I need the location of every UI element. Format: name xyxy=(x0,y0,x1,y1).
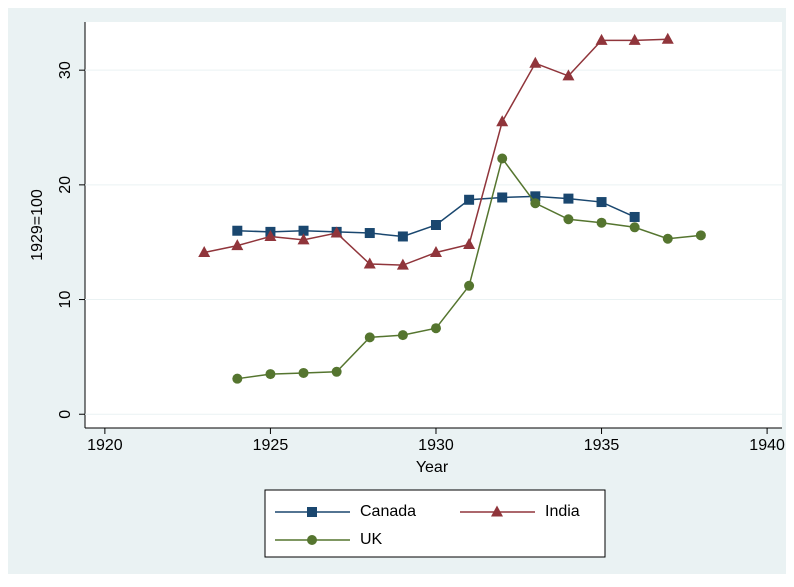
data-point xyxy=(497,192,508,203)
y-tick-label: 30 xyxy=(57,61,74,79)
legend-label: Canada xyxy=(360,503,416,520)
data-point xyxy=(530,198,541,209)
legend-label: UK xyxy=(360,531,383,548)
data-point xyxy=(464,280,475,291)
y-tick-label: 20 xyxy=(57,176,74,194)
y-axis-title: 1929=100 xyxy=(29,189,46,261)
data-point xyxy=(464,194,475,205)
data-point xyxy=(662,233,673,244)
data-point xyxy=(596,197,607,208)
data-point xyxy=(364,228,375,239)
data-point xyxy=(629,222,640,233)
data-point xyxy=(232,225,243,236)
data-point xyxy=(364,332,375,343)
data-point xyxy=(430,323,441,334)
data-point xyxy=(231,239,244,251)
x-tick-label: 1940 xyxy=(749,437,785,454)
legend xyxy=(264,489,606,558)
legend-marker xyxy=(307,535,317,545)
data-point xyxy=(563,214,574,225)
x-axis-title: Year xyxy=(416,459,449,476)
legend-marker xyxy=(491,505,503,517)
x-tick-label: 1935 xyxy=(584,437,620,454)
data-point xyxy=(563,193,574,204)
data-point xyxy=(496,115,509,127)
data-point xyxy=(661,32,674,44)
data-point xyxy=(331,366,342,377)
x-tick-label: 1930 xyxy=(418,437,454,454)
data-point xyxy=(396,258,409,270)
y-tick-label: 0 xyxy=(57,410,74,419)
data-point xyxy=(530,191,541,202)
data-point xyxy=(629,211,640,222)
data-point xyxy=(430,220,441,230)
data-point xyxy=(695,230,706,241)
data-point xyxy=(596,217,607,228)
data-point xyxy=(297,233,310,245)
data-point xyxy=(298,225,309,236)
x-tick-label: 1925 xyxy=(253,437,289,454)
data-point xyxy=(429,246,442,258)
data-point xyxy=(397,330,408,341)
data-point xyxy=(397,231,408,242)
data-point xyxy=(232,373,243,384)
data-point xyxy=(363,257,376,269)
data-point xyxy=(595,33,608,45)
data-point xyxy=(497,153,508,164)
data-point xyxy=(330,226,343,238)
data-point xyxy=(265,369,276,380)
data-point xyxy=(264,229,277,241)
legend-marker xyxy=(307,507,317,517)
x-tick-label: 1920 xyxy=(87,437,123,454)
data-point xyxy=(628,33,641,45)
data-point xyxy=(529,56,542,68)
y-tick-label: 10 xyxy=(57,291,74,309)
legend-label: India xyxy=(545,503,580,520)
data-point xyxy=(198,246,211,258)
data-point xyxy=(562,69,575,81)
data-point xyxy=(463,237,476,249)
data-point xyxy=(298,367,309,378)
